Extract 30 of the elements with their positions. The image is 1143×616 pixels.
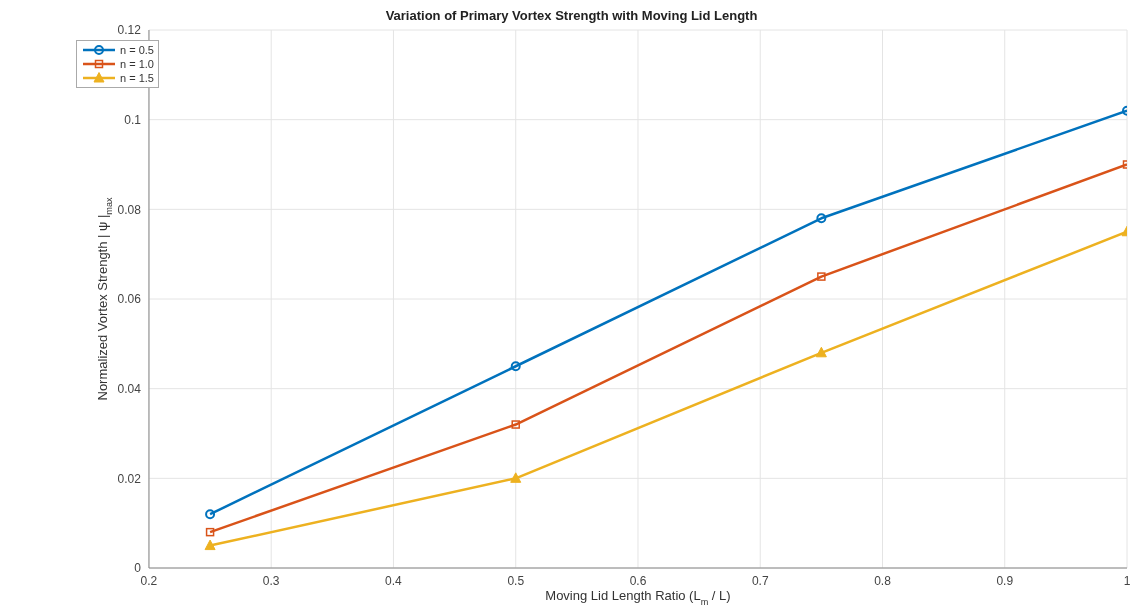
point [510,472,522,483]
x-tick-label: 0.6 [629,573,647,588]
x-tick-label: 0.4 [385,573,403,588]
y-tick-label: 0.06 [117,292,142,307]
y-tick-label: 0.02 [117,471,142,486]
y-tick-label: 0.04 [117,381,142,396]
y-tick-label: 0.1 [124,112,142,127]
point [205,509,216,520]
x-tick-label: 0.7 [751,573,769,588]
point [510,361,521,372]
x-tick-label: 1 [1123,573,1131,588]
legend-label: n = 1.0 [120,58,154,70]
x-tick-label: 0.3 [262,573,280,588]
y-tick-label: 0.12 [117,23,142,38]
x-tick-label: 0.9 [996,573,1014,588]
x-tick-label: 0.5 [507,573,525,588]
point [511,420,520,429]
point [204,539,216,551]
x-tick-label: 0.2 [140,573,158,588]
legend-label: n = 0.5 [120,44,154,56]
x-tick-label: 0.8 [874,573,892,588]
legend-label: n = 1.5 [120,72,154,84]
chart-title: Variation of Primary Vortex Strength with Moving Lid Length [384,8,759,24]
point [815,346,827,358]
x-axis-title: Moving Lid Length Ratio (L$_{m}$ / L) [545,588,731,607]
point [816,213,827,224]
y-tick-label: 0 [134,561,142,576]
y-tick-label: 0.08 [117,202,142,217]
point [205,527,215,537]
point [817,272,826,281]
